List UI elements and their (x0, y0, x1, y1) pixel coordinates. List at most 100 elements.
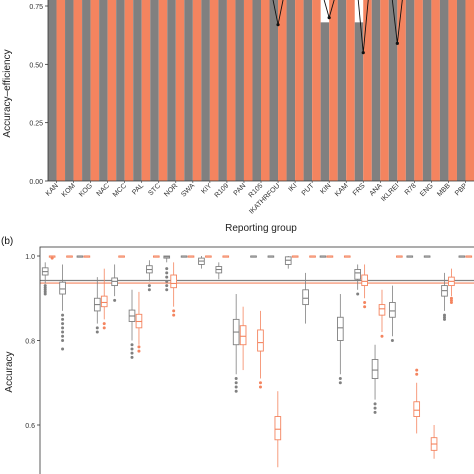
y-axis-title: Accuracy (4, 351, 15, 392)
box (152, 255, 160, 258)
error-mark-point (327, 16, 331, 20)
outlier-point (61, 347, 65, 351)
outlier-point (338, 381, 342, 385)
bar (286, 0, 296, 181)
plot-frame (39, 246, 474, 474)
box (118, 255, 125, 258)
bar (329, 0, 338, 181)
error-mark-point (361, 51, 365, 55)
outlier-point (61, 339, 65, 342)
bar (167, 0, 176, 181)
box (180, 255, 188, 258)
bar (107, 0, 117, 181)
x-tick-label: IKLREI (380, 182, 401, 203)
box-body (371, 359, 379, 379)
bar (320, 22, 330, 181)
x-tick-label: MCC (112, 182, 128, 198)
box-body (100, 295, 108, 308)
outlier-point (43, 284, 47, 288)
x-tick-label: PAL (131, 182, 145, 196)
bar (431, 0, 440, 181)
bar (346, 0, 355, 181)
x-tick-label: KIY (200, 182, 213, 195)
bar (184, 0, 193, 181)
box-body (389, 302, 396, 318)
outlier-point (449, 300, 453, 304)
bar (303, 0, 313, 181)
x-tick-label: PAN (233, 182, 248, 197)
bar (278, 0, 287, 181)
box (274, 391, 282, 468)
bar (226, 0, 236, 181)
box (448, 268, 455, 304)
outlier-point (415, 372, 419, 376)
outlier-point (380, 334, 384, 338)
error-mark-point (395, 41, 399, 45)
outlier-point (130, 347, 134, 351)
y-tick-label: 0.75 (29, 4, 43, 11)
box (93, 277, 101, 334)
bar (295, 0, 304, 181)
box (59, 264, 66, 351)
box (239, 306, 247, 371)
x-tick-label: ENG (419, 182, 435, 198)
x-tick-label: PUT (301, 182, 316, 197)
outlier-point (172, 313, 176, 317)
box (48, 255, 56, 260)
box (396, 255, 403, 258)
outlier-point (137, 349, 141, 353)
bar (209, 0, 219, 181)
outlier-point (61, 317, 65, 321)
box (423, 255, 431, 258)
outlier-point (234, 377, 238, 381)
outlier-point (442, 317, 446, 321)
box (146, 260, 153, 292)
outlier-point (61, 322, 65, 326)
x-tick-label: STC (147, 182, 162, 197)
x-tick-label: SWA (180, 182, 196, 198)
box (215, 262, 223, 280)
box (267, 255, 275, 258)
plot-group (40, 255, 474, 468)
box (198, 256, 205, 269)
outlier-point (130, 355, 134, 359)
x-tick-label: KOM (61, 182, 77, 198)
outlier-point (61, 326, 65, 330)
x-tick-label: FRS (352, 182, 367, 197)
box-body (378, 304, 386, 316)
box (337, 294, 344, 385)
box (163, 255, 171, 292)
outlier-point (61, 330, 65, 334)
outlier-point (165, 271, 169, 275)
bar (124, 0, 134, 181)
outlier-point (363, 300, 367, 304)
x-tick-label: KIN (319, 182, 332, 195)
bar (354, 22, 364, 181)
box (302, 272, 309, 324)
bar (388, 0, 398, 181)
outlier-point (390, 339, 394, 342)
box (361, 264, 368, 309)
outlier-point (415, 368, 419, 372)
box (326, 255, 334, 258)
outlier-point (95, 326, 99, 330)
outlier-point (102, 326, 106, 330)
x-axis-title: Reporting group (225, 223, 297, 234)
box (232, 294, 240, 393)
outlier-point (130, 351, 134, 355)
box (284, 256, 292, 269)
bar (90, 0, 100, 181)
box-body (302, 289, 309, 306)
x-tick-label: R78 (404, 182, 418, 196)
box (257, 310, 264, 389)
bar (380, 0, 389, 181)
box (291, 255, 299, 258)
bar (201, 0, 210, 181)
x-tick-label: KAN (45, 182, 60, 197)
y-tick-label: 0.6 (25, 423, 35, 430)
outlier-point (130, 343, 134, 347)
panel-b-box-plot: (b) 0.6 0.8 1.0 Accuracy (1, 236, 474, 474)
outlier-point (356, 292, 360, 296)
bar (405, 0, 415, 181)
box-body (274, 416, 282, 441)
